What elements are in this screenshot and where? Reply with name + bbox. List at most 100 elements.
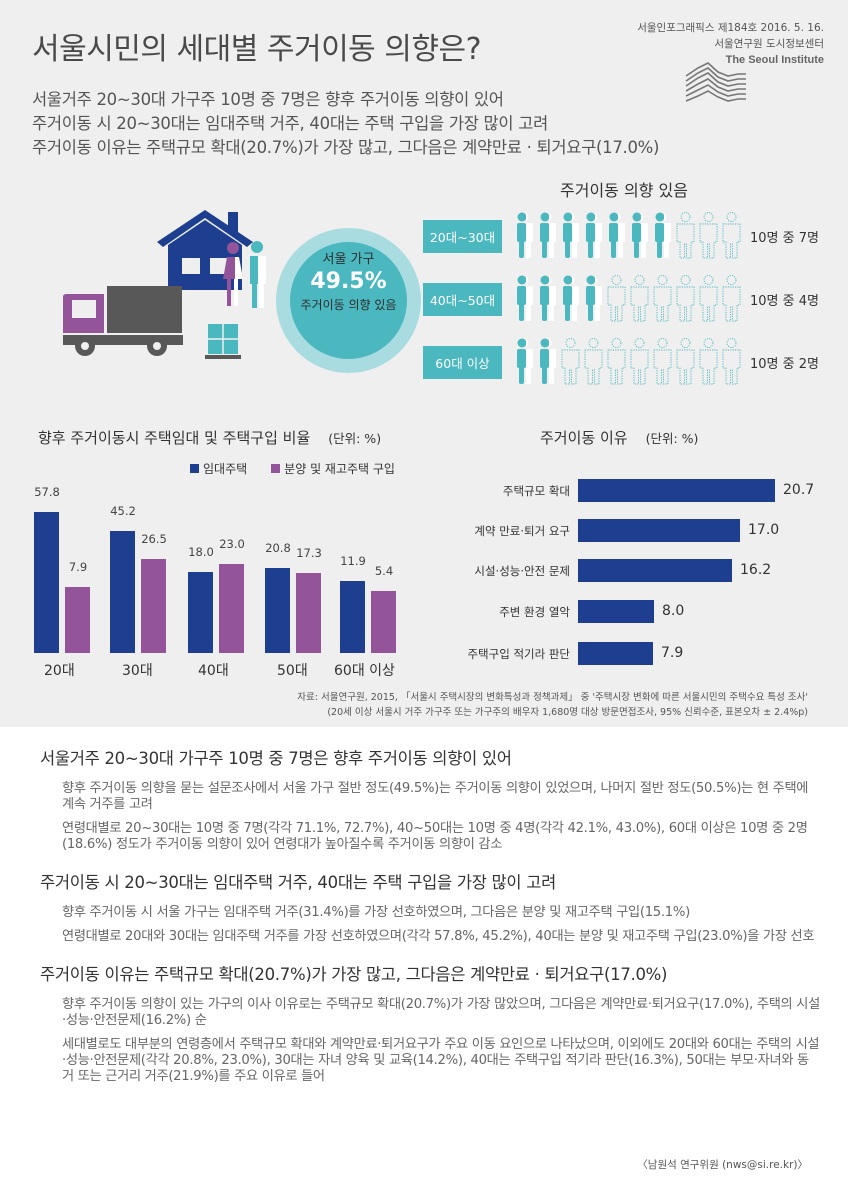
person-outline-icon [561, 338, 580, 385]
person-outline-icon [722, 212, 741, 259]
reason-label: 주변 환경 열악 [499, 605, 570, 619]
pictogram-row: 60대 이상 [423, 338, 843, 385]
reason-value: 20.7 [783, 482, 815, 498]
section-paragraph: 세대별로도 대부분의 연령층에서 주택규모 확대와 계약만료·퇴거요구가 주요 … [62, 1037, 820, 1084]
ratio-text: 10명 중 4명 [750, 294, 819, 309]
pictogram-row: 40대~50대 [423, 275, 843, 322]
percent-circle-text: 서울 가구 49.5% 주거이동 의향 있음 [276, 248, 421, 313]
box-icon [205, 324, 241, 359]
person-filled-icon [655, 212, 671, 258]
issue-info: 서울인포그래픽스 제184호 2016. 5. 16. [637, 22, 824, 34]
section-heading: 주거이동 시 20~30대는 임대주택 거주, 40대는 주택 구입을 가장 많… [40, 873, 556, 892]
person-outline-icon [722, 338, 741, 385]
summary-line: 서울거주 20~30대 가구주 10명 중 7명은 향후 주거이동 의향이 있어 [32, 90, 504, 109]
man-icon [250, 241, 266, 308]
rent-purchase-chart-title: 향후 주거이동시 주택임대 및 주택구입 비율 (단위: %) [38, 427, 381, 448]
summary-lines: 서울거주 20~30대 가구주 10명 중 7명은 향후 주거이동 의향이 있어… [32, 88, 659, 160]
reason-bar [578, 479, 775, 502]
article-section: 서울거주 20~30대 가구주 10명 중 7명은 향후 주거이동 의향이 있어… [40, 745, 820, 853]
person-filled-icon [517, 338, 533, 384]
bar-rent [188, 572, 213, 653]
person-outline-icon [630, 338, 649, 385]
legend-swatch-icon [190, 464, 199, 473]
reason-bar [578, 559, 732, 582]
category-label: 20대 [44, 663, 75, 679]
article-section: 주거이동 이유는 주택규모 확대(20.7%)가 가장 많고, 그다음은 계약만… [40, 961, 820, 1085]
bar-value-label: 17.3 [296, 546, 322, 560]
section-heading: 서울거주 20~30대 가구주 10명 중 7명은 향후 주거이동 의향이 있어 [40, 749, 512, 768]
chart-unit: (단위: %) [328, 431, 382, 446]
category-label: 30대 [122, 663, 153, 679]
person-outline-icon [676, 212, 695, 259]
bar-value-label: 7.9 [68, 560, 88, 574]
category-label: 50대 [277, 663, 308, 679]
section-paragraph: 향후 주거이동 의향을 묻는 설문조사에서 서울 가구 절반 정도(49.5%)… [62, 781, 809, 812]
bar-value-label: 57.8 [34, 485, 60, 499]
section-paragraph: 연령대별로 20~30대는 10명 중 7명(각각 71.1%, 72.7%),… [62, 821, 808, 852]
reason-label: 시설·성능·안전 문제 [474, 564, 570, 578]
author-credit: 〈남원석 연구위원 (nws@si.re.kr)〉 [637, 1159, 808, 1171]
circle-label-top: 서울 가구 [322, 252, 375, 267]
section-heading: 주거이동 이유는 주택규모 확대(20.7%)가 가장 많고, 그다음은 계약만… [40, 965, 668, 984]
bar-purchase [371, 591, 396, 653]
bar-rent [34, 512, 59, 653]
chart-unit: (단위: %) [645, 431, 699, 446]
person-outline-icon [584, 338, 603, 385]
person-filled-icon [540, 275, 556, 321]
pictogram-row: 20대~30대 [423, 212, 843, 259]
reason-value: 8.0 [662, 603, 685, 619]
person-outline-icon [630, 275, 649, 322]
source-line: 자료: 서울연구원, 2015, 「서울시 주택시장의 변화특성과 정책과제」 … [297, 692, 808, 703]
bar-rent [340, 581, 365, 653]
article-body: 서울거주 20~30대 가구주 10명 중 7명은 향후 주거이동 의향이 있어… [40, 745, 820, 1101]
house-icon [157, 210, 253, 290]
person-filled-icon [586, 275, 602, 321]
article-section: 주거이동 시 20~30대는 임대주택 거주, 40대는 주택 구입을 가장 많… [40, 869, 820, 945]
ratio-text: 10명 중 2명 [750, 357, 819, 372]
chart-title-text: 향후 주거이동시 주택임대 및 주택구입 비율 [38, 429, 311, 447]
org-name-ko: 서울연구원 도시정보센터 [714, 38, 824, 50]
person-filled-icon [563, 212, 579, 258]
reason-value: 7.9 [661, 645, 684, 661]
people-icons [513, 273, 743, 323]
person-outline-icon [676, 275, 695, 322]
bar-rent [110, 531, 135, 653]
person-filled-icon [563, 275, 579, 321]
category-label: 60대 이상 [334, 663, 395, 679]
person-filled-icon [517, 212, 533, 258]
bar-purchase [141, 559, 166, 653]
truck-icon [63, 286, 183, 356]
person-outline-icon [653, 338, 672, 385]
ratio-text: 10명 중 7명 [750, 231, 819, 246]
person-outline-icon [722, 275, 741, 322]
person-filled-icon [540, 338, 556, 384]
source-line: (20세 이상 서울시 거주 가구주 또는 가구주의 배우자 1,680명 대상… [327, 707, 808, 718]
circle-percent: 49.5% [310, 269, 387, 294]
section-paragraph: 향후 주거이동 의향이 있는 가구의 이사 이유로는 주택규모 확대(20.7%… [62, 997, 820, 1028]
person-filled-icon [609, 212, 625, 258]
legend-label: 임대주택 [203, 462, 248, 476]
legend-label: 분양 및 재고주택 구입 [284, 462, 395, 476]
move-reason-chart-title: 주거이동 이유 (단위: %) [540, 427, 698, 448]
reason-bar [578, 642, 653, 665]
seoul-institute-logo-icon [685, 62, 746, 102]
page-title: 서울시민의 세대별 주거이동 의향은? [32, 32, 482, 67]
bar-value-label: 18.0 [188, 545, 214, 559]
age-group-label: 20대~30대 [423, 220, 502, 253]
person-outline-icon [607, 275, 626, 322]
bar-purchase [65, 587, 90, 653]
reason-label: 주택구입 적기라 판단 [467, 647, 570, 661]
org-name-en: The Seoul Institute [725, 54, 824, 66]
bar-value-label: 45.2 [110, 504, 136, 518]
publication-meta: 서울인포그래픽스 제184호 2016. 5. 16. 서울연구원 도시정보센터… [637, 20, 824, 68]
reason-bar [578, 600, 654, 623]
person-outline-icon [607, 338, 626, 385]
legend-swatch-icon [271, 464, 281, 473]
circle-label-bottom: 주거이동 의향 있음 [300, 298, 397, 312]
people-icons [513, 336, 743, 386]
summary-line: 주거이동 시 20~30대는 임대주택 거주, 40대는 주택 구입을 가장 많… [32, 114, 548, 133]
section-paragraph: 연령대별로 20대와 30대는 임대주택 거주를 가장 선호하였으며(각각 57… [62, 929, 815, 944]
bar-value-label: 23.0 [219, 537, 245, 551]
reason-bar [578, 519, 740, 542]
person-outline-icon [676, 338, 695, 385]
